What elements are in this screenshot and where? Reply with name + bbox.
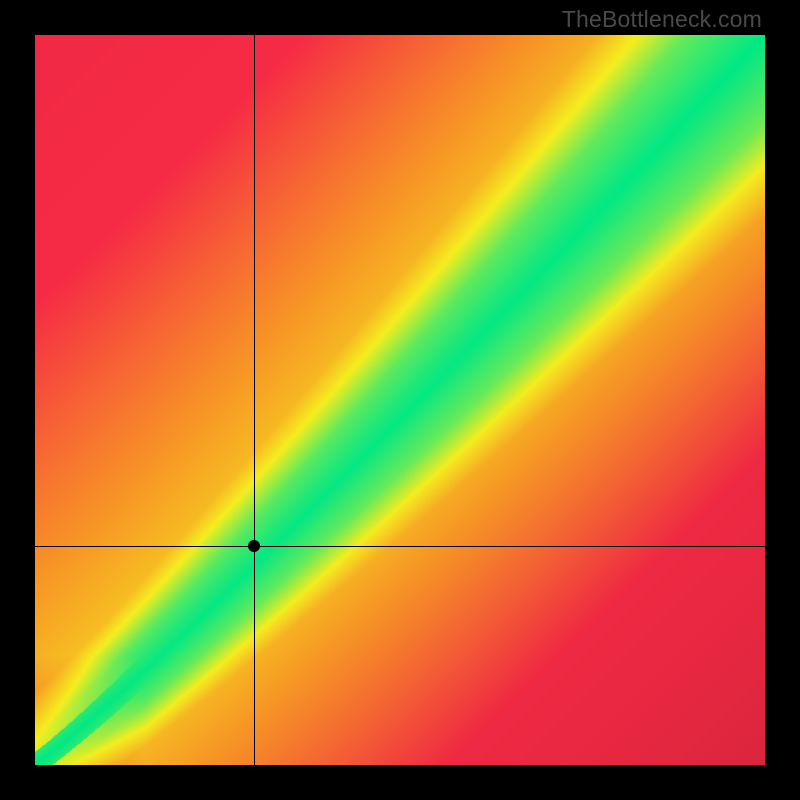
- watermark-text: TheBottleneck.com: [562, 6, 762, 33]
- crosshair-vertical: [254, 35, 255, 765]
- heatmap-canvas: [35, 35, 765, 765]
- intersection-marker: [248, 540, 260, 552]
- crosshair-horizontal: [35, 546, 765, 547]
- heatmap-plot: [35, 35, 765, 765]
